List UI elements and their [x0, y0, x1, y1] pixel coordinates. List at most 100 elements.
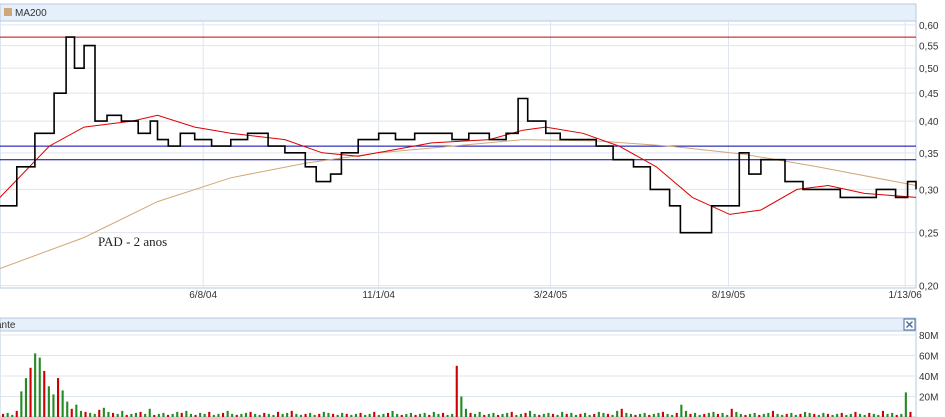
volume-bar: [877, 414, 880, 417]
volume-bar: [189, 413, 192, 417]
volume-bar: [716, 413, 719, 417]
volume-bar: [515, 414, 518, 417]
volume-bar: [891, 412, 894, 417]
price-y-tick-label: 0,50: [919, 64, 939, 75]
volume-bar: [652, 413, 655, 417]
volume-bar: [666, 413, 669, 417]
price-y-tick-label: 0,25: [919, 229, 939, 240]
volume-bar: [244, 412, 247, 417]
volume-bar: [272, 414, 275, 417]
volume-panel-frame: [0, 330, 917, 417]
volume-bar: [387, 412, 390, 417]
volume-bar: [588, 414, 591, 417]
volume-bar: [551, 413, 554, 417]
volume-bar: [813, 413, 816, 417]
volume-bar: [510, 411, 513, 417]
volume-bar: [341, 412, 344, 417]
volume-bar: [107, 411, 110, 417]
volume-bar: [785, 413, 788, 417]
volume-bar: [322, 411, 325, 417]
price-x-axis: 6/8/04 11/1/04 3/24/05 8/19/05 1/13/06: [189, 290, 922, 301]
volume-bar: [542, 413, 545, 417]
volume-bar: [831, 414, 834, 417]
volume-bar: [318, 413, 321, 417]
volume-bar: [240, 413, 243, 417]
volume-bar: [698, 414, 701, 417]
volume-bar: [529, 410, 532, 417]
volume-bar: [464, 408, 467, 417]
volume-bar: [524, 412, 527, 417]
volume-bar: [267, 413, 270, 417]
volume-bar: [217, 413, 220, 417]
volume-bar: [781, 414, 784, 417]
volume-y-tick-label: 20M: [919, 393, 938, 404]
volume-bar: [231, 413, 234, 417]
volume-bar: [157, 413, 160, 417]
price-series: [0, 36, 917, 269]
volume-y-tick-label: 60M: [919, 352, 938, 363]
volume-bar: [826, 413, 829, 417]
volume-bar: [249, 411, 252, 417]
volume-bar: [194, 414, 197, 417]
volume-bar: [744, 414, 747, 417]
volume-bar: [304, 413, 307, 417]
volume-bar: [309, 412, 312, 417]
volume-bar: [364, 414, 367, 417]
volume-bars: [2, 353, 912, 417]
volume-bar: [753, 412, 756, 417]
volume-bar: [694, 412, 697, 417]
volume-bar: [639, 413, 642, 417]
volume-bar: [620, 408, 623, 417]
volume-bar: [171, 413, 174, 417]
volume-bar: [616, 410, 619, 417]
volume-bar: [290, 410, 293, 417]
volume-bar: [34, 353, 37, 417]
volume-bar: [904, 392, 907, 417]
ma200-legend-label: MA200: [15, 8, 47, 19]
volume-bar: [854, 411, 857, 417]
close-icon[interactable]: [903, 318, 916, 331]
volume-bar: [93, 413, 96, 417]
volume-panel-header: [0, 317, 917, 332]
volume-bar: [721, 412, 724, 417]
volume-bar: [625, 412, 628, 417]
volume-bar: [478, 411, 481, 417]
volume-bar: [845, 414, 848, 417]
volume-bar: [460, 396, 463, 417]
volume-bar: [900, 413, 903, 417]
volume-bar: [533, 413, 536, 417]
volume-bar: [2, 413, 5, 417]
price-y-axis: 0,20 0,25 0,30 0,35 0,40 0,45 0,50 0,55 0,60: [919, 21, 939, 293]
price-series-line: [0, 36, 917, 234]
price-x-tick-label: 11/1/04: [362, 290, 395, 301]
volume-bar: [497, 414, 500, 417]
volume-bar: [176, 411, 179, 417]
volume-bar: [804, 411, 807, 417]
volume-bar: [735, 411, 738, 417]
volume-bar: [483, 414, 486, 417]
price-y-tick-label: 0,40: [919, 117, 939, 128]
volume-bar: [680, 404, 683, 417]
price-y-tick-label: 0,20: [919, 282, 939, 293]
volume-bar: [396, 413, 399, 417]
volume-bar: [519, 413, 522, 417]
volume-bar: [70, 408, 73, 417]
volume-bar: [661, 411, 664, 417]
volume-bar: [61, 390, 64, 417]
volume-y-tick-label: 80M: [919, 331, 938, 342]
volume-bar: [414, 414, 417, 417]
volume-bar: [134, 412, 137, 417]
volume-bar: [180, 412, 183, 417]
price-x-tick-label: 6/8/04: [189, 290, 217, 301]
volume-bar: [226, 410, 229, 417]
volume-bar: [212, 414, 215, 417]
volume-bar: [277, 411, 280, 417]
volume-bar: [749, 413, 752, 417]
volume-bar: [295, 413, 298, 417]
volume-bar: [794, 414, 797, 417]
volume-bar: [739, 413, 742, 417]
volume-bar: [167, 414, 170, 417]
ma200-legend-swatch: [4, 8, 12, 16]
volume-bar: [872, 413, 875, 417]
volume-bar: [15, 410, 18, 417]
